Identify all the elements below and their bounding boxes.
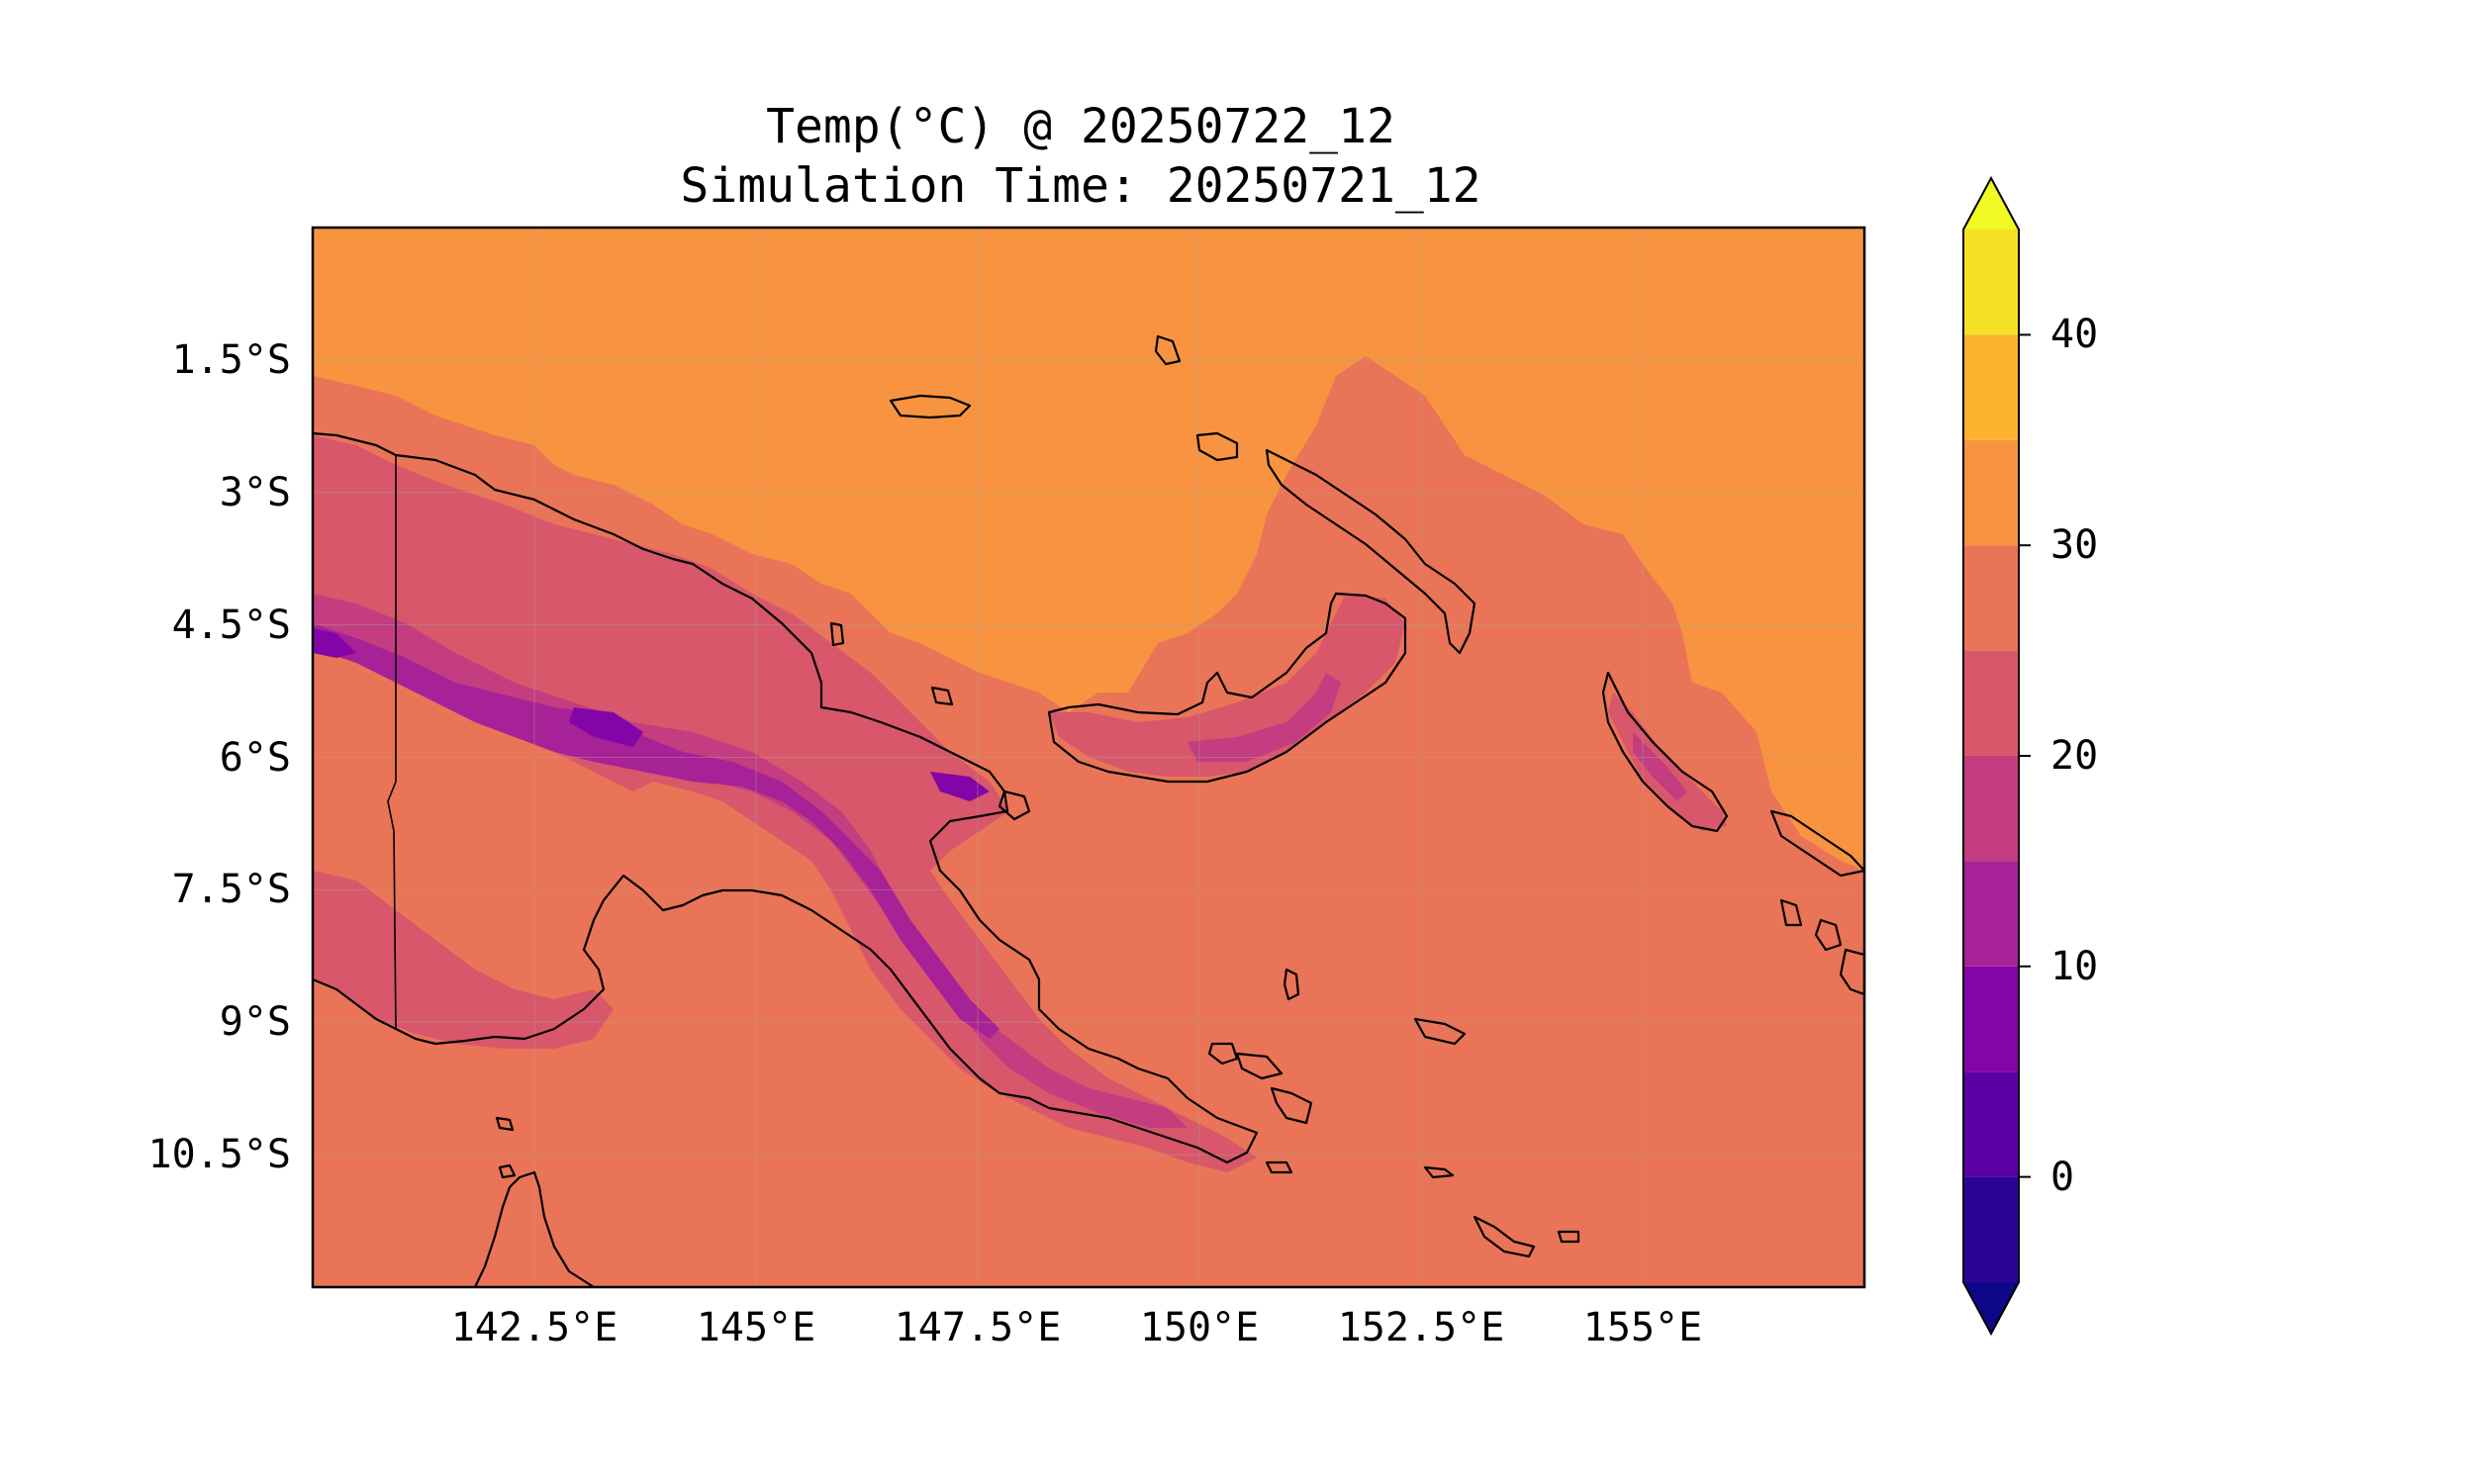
field-band-10-15 bbox=[313, 623, 999, 1039]
lon-tick-label: 150°E bbox=[1139, 1305, 1260, 1350]
colorbar-extend-min bbox=[1963, 1282, 2019, 1334]
lon-tick-label: 145°E bbox=[696, 1305, 816, 1350]
field-band-5-10-c bbox=[930, 772, 990, 801]
coastline-bougainville bbox=[1601, 671, 1729, 833]
coastline-island-nw bbox=[930, 686, 954, 706]
coastline-santa-isabel bbox=[1814, 918, 1843, 952]
coastline-rossel bbox=[1557, 1230, 1580, 1244]
coastline-misima bbox=[1423, 1165, 1455, 1179]
colorbar-tick-label: 40 bbox=[2050, 312, 2099, 358]
colorbar-band-1 bbox=[1963, 1071, 2019, 1177]
coastline-trobriand bbox=[1283, 968, 1300, 1001]
field-band-5-10 bbox=[313, 628, 356, 658]
colorbar-extend-max bbox=[1963, 178, 2019, 230]
lat-tick-label: 1.5°S bbox=[171, 336, 291, 383]
coastline-island-ses bbox=[1265, 1160, 1293, 1174]
lat-tick-label: 4.5°S bbox=[171, 602, 291, 648]
coastline-new-guinea bbox=[312, 431, 1259, 1164]
coastline-dentrecasteaux-3 bbox=[1270, 1086, 1313, 1125]
colorbar-tick-label: 20 bbox=[2050, 733, 2099, 779]
colorbar-band-7 bbox=[1963, 439, 2019, 546]
lon-tick-label: 147.5°E bbox=[894, 1305, 1062, 1350]
colorbar-band-3 bbox=[1963, 861, 2019, 967]
coastline-new-hanover bbox=[1195, 431, 1239, 462]
field-band-15-20-newbritain bbox=[1188, 673, 1341, 762]
coastline-island-n1 bbox=[1154, 334, 1182, 366]
title-line-1: Temp(°C) @ 20250722_12 bbox=[766, 99, 1395, 154]
colorbar-tick-label: 0 bbox=[2050, 1154, 2075, 1200]
colorbar-band-2 bbox=[1963, 966, 2019, 1072]
coastline-karkar bbox=[829, 621, 845, 647]
coastline-cape-york bbox=[474, 1170, 595, 1288]
field-band-20-25-south bbox=[313, 871, 614, 1049]
lat-tick-label: 3°S bbox=[219, 469, 291, 515]
coastline-woodlark bbox=[1413, 1017, 1467, 1046]
coastline-dentrecasteaux-1 bbox=[1207, 1042, 1239, 1066]
coastline-new-britain bbox=[1047, 592, 1407, 784]
coastlines bbox=[312, 334, 1866, 1288]
lon-tick-label: 152.5°E bbox=[1337, 1305, 1505, 1350]
colorbar-band-8 bbox=[1963, 334, 2019, 440]
colorbar-outline bbox=[1962, 175, 2020, 1337]
coastline-dentrecasteaux-2 bbox=[1235, 1052, 1284, 1080]
coastline-torres-island-b bbox=[495, 1116, 515, 1132]
colorbar-band-0 bbox=[1963, 1176, 2019, 1282]
colorbar-band-9 bbox=[1963, 230, 2019, 335]
coastline-manus bbox=[889, 394, 972, 419]
field-band-5-10-b bbox=[569, 707, 643, 747]
title-line-2: Simulation Time: 20250721_12 bbox=[680, 158, 1481, 214]
colorbar-band-4 bbox=[1963, 756, 2019, 862]
coastline-louisiade bbox=[1473, 1215, 1536, 1258]
map-gridlines bbox=[313, 228, 1864, 1287]
lon-tick-label: 142.5°E bbox=[450, 1305, 618, 1350]
coastline-island-f bbox=[1839, 948, 1866, 996]
field-band-20-25-newbritain bbox=[1049, 594, 1405, 777]
colorbar-band-5 bbox=[1963, 650, 2019, 756]
field-band-30-35 bbox=[313, 228, 1864, 871]
lat-tick-label: 6°S bbox=[219, 734, 291, 781]
colorbar bbox=[1962, 175, 2031, 1337]
coastline-umboi bbox=[998, 789, 1031, 821]
lon-tick-label: 155°E bbox=[1582, 1305, 1703, 1350]
field-band-15-20-bougainville bbox=[1633, 732, 1687, 801]
temperature-field bbox=[313, 228, 1864, 1287]
colorbar-tick-label: 10 bbox=[2050, 943, 2099, 989]
map-frame bbox=[311, 226, 1866, 1289]
colorbar-band-6 bbox=[1963, 545, 2019, 651]
coastline-torres-island bbox=[498, 1163, 517, 1179]
field-patch-30-35-a bbox=[313, 242, 416, 277]
field-band-15-20 bbox=[313, 594, 1188, 1128]
lat-tick-label: 9°S bbox=[219, 999, 291, 1046]
colorbar-tick-label: 30 bbox=[2050, 522, 2099, 569]
coastline-new-ireland bbox=[1265, 448, 1476, 655]
field-band-20-25-bougainville bbox=[1608, 693, 1727, 831]
lat-tick-label: 10.5°S bbox=[147, 1132, 292, 1178]
coastline-island-e bbox=[1779, 898, 1803, 927]
border-png-indonesia bbox=[387, 455, 397, 1030]
lat-tick-label: 7.5°S bbox=[171, 867, 291, 913]
